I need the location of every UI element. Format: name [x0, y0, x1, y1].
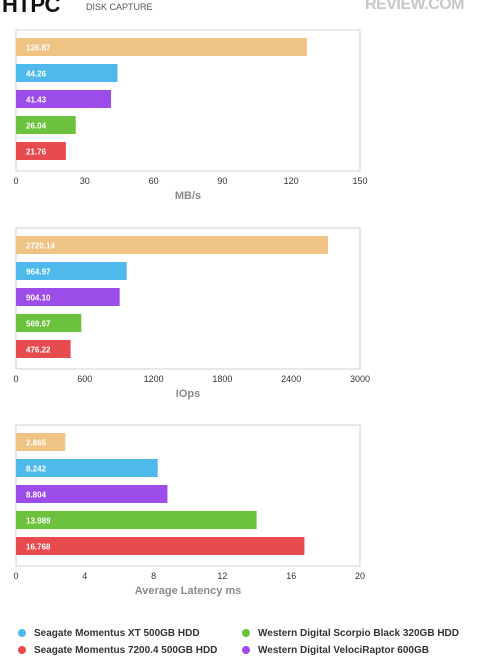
bar: [16, 314, 82, 332]
bar: [16, 511, 257, 529]
bar-value-label: 126.87: [26, 44, 51, 53]
x-tick-label: 30: [80, 176, 90, 186]
x-tick-label: 2400: [281, 374, 301, 384]
bar-value-label: 16.768: [26, 543, 51, 552]
bar: [16, 142, 66, 160]
legend-label: Seagate Momentus 7200.4 500GB HDD: [34, 645, 218, 656]
bar: [16, 288, 120, 306]
bar-value-label: 44.26: [26, 70, 47, 79]
x-tick-label: 600: [77, 374, 92, 384]
legend-swatch: [242, 646, 250, 654]
bar: [16, 262, 127, 280]
legend-item-wd-scorpio: Western Digital Scorpio Black 320GB HDD: [242, 628, 459, 639]
bar: [16, 116, 76, 134]
bar-value-label: 8.242: [26, 465, 47, 474]
legend-swatch: [18, 629, 26, 637]
x-tick-label: 0: [13, 571, 18, 581]
legend-item-seagate-xt: Seagate Momentus XT 500GB HDD: [18, 628, 200, 639]
x-tick-label: 16: [286, 571, 296, 581]
x-tick-label: 12: [217, 571, 227, 581]
legend-label: Western Digital VelociRaptor 600GB: [258, 645, 429, 656]
x-tick-label: 1200: [144, 374, 164, 384]
bar-value-label: 964.97: [26, 268, 51, 277]
legend-label: Western Digital Scorpio Black 320GB HDD: [258, 628, 459, 639]
x-tick-label: 8: [151, 571, 156, 581]
bar-value-label: 569.67: [26, 320, 51, 329]
bar-value-label: 26.04: [26, 122, 47, 131]
x-axis-label: Average Latency ms: [135, 585, 242, 597]
chart-title: HTPC: [2, 0, 60, 17]
bar-value-label: 2.865: [26, 439, 47, 448]
x-tick-label: 0: [13, 176, 18, 186]
x-tick-label: 60: [149, 176, 159, 186]
legend-swatch: [18, 646, 26, 654]
x-tick-label: 150: [352, 176, 367, 186]
bar: [16, 90, 112, 108]
bar: [16, 340, 71, 358]
bar: [16, 38, 307, 56]
legend-item-seagate-7200: Seagate Momentus 7200.4 500GB HDD: [18, 645, 217, 656]
x-tick-label: 120: [284, 176, 299, 186]
x-axis-label: MB/s: [175, 190, 201, 202]
bar: [16, 64, 118, 82]
bar-value-label: 2720.14: [26, 242, 55, 251]
bar-value-label: 41.43: [26, 96, 47, 105]
bar-value-label: 8.804: [26, 491, 47, 500]
x-tick-label: 3000: [350, 374, 370, 384]
x-tick-label: 20: [355, 571, 365, 581]
bar: [16, 236, 328, 254]
legend-label: Seagate Momentus XT 500GB HDD: [34, 628, 200, 639]
bar: [16, 433, 66, 451]
bar-value-label: 476.22: [26, 346, 51, 355]
bar-value-label: 13.989: [26, 517, 51, 526]
x-axis-label: IOps: [176, 388, 200, 400]
x-tick-label: 90: [217, 176, 227, 186]
legend-item-wd-velociraptor: Western Digital VelociRaptor 600GB: [242, 645, 429, 656]
brand-logo: REVIEW.COM: [364, 0, 465, 13]
x-tick-label: 1800: [212, 374, 232, 384]
x-tick-label: 0: [13, 374, 18, 384]
chart-subtitle: DISK CAPTURE: [86, 2, 153, 12]
bar: [16, 537, 305, 555]
x-tick-label: 4: [82, 571, 87, 581]
bar-value-label: 904.10: [26, 294, 51, 303]
bar: [16, 485, 168, 503]
legend: Seagate Momentus XT 500GB HDD Western Di…: [0, 624, 480, 664]
bar-value-label: 21.76: [26, 148, 47, 157]
header: HTPC DISK CAPTURE REVIEW.COM: [0, 0, 480, 17]
bar: [16, 459, 158, 477]
legend-swatch: [242, 629, 250, 637]
